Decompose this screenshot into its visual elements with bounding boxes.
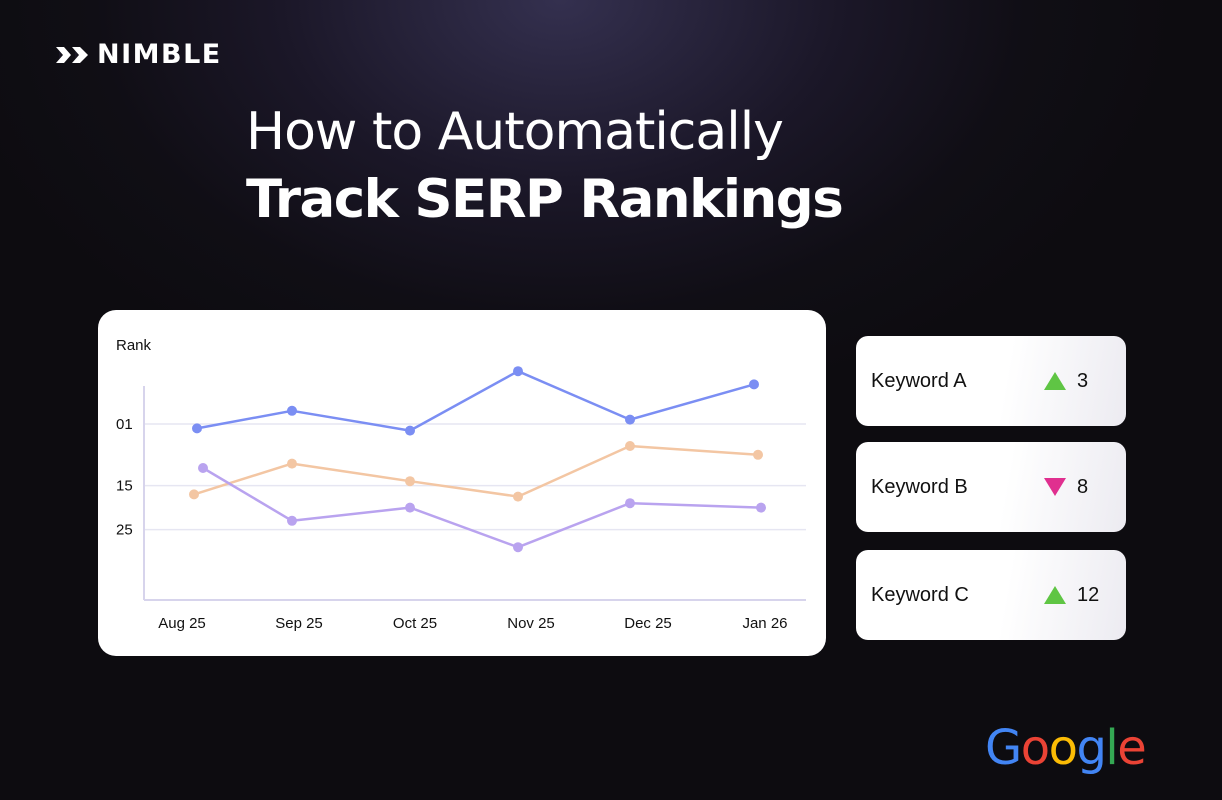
google-letter: e (1117, 720, 1147, 776)
series-line-1 (196, 369, 755, 432)
y-axis-label: Rank (116, 337, 152, 354)
y-tick-label: 15 (116, 478, 133, 495)
google-letter: o (1020, 720, 1050, 776)
x-tick-label: Jan 26 (742, 615, 787, 632)
rank-change-value: 8 (1077, 475, 1089, 498)
data-point (749, 379, 759, 390)
x-tick-label: Nov 25 (507, 615, 555, 632)
rank-line-chart: Rank 01 15 25 Aug 25 Sep 25 Oct 25 Nov 25 Dec 25… (116, 337, 806, 632)
rank-up-arrow-icon (1044, 586, 1066, 604)
keyword-label: Keyword C (871, 583, 969, 606)
rank-up-arrow-icon (1044, 372, 1066, 390)
title-line-2: Track SERP Rankings (246, 169, 844, 230)
series-line-2 (193, 444, 759, 498)
x-tick-label: Sep 25 (275, 615, 323, 632)
data-point (625, 498, 635, 509)
google-logo: Google (985, 718, 1147, 778)
data-point (405, 502, 415, 513)
data-point (625, 441, 635, 451)
data-point (625, 414, 635, 425)
rank-down-arrow-icon (1044, 478, 1066, 496)
rank-change-value: 12 (1077, 583, 1100, 606)
data-point (513, 366, 523, 377)
x-tick-label: Dec 25 (624, 615, 672, 632)
keyword-label: Keyword A (871, 369, 967, 392)
data-point (287, 515, 297, 526)
data-point (198, 463, 208, 473)
data-point (756, 502, 766, 513)
data-point (287, 458, 297, 469)
keyword-card-c: Keyword C 12 (856, 550, 1126, 640)
title-line-1: How to Automatically (246, 102, 784, 162)
data-point (287, 405, 297, 416)
keyword-label: Keyword B (871, 475, 968, 498)
rank-chart-card: Rank 01 15 25 Aug 25 Sep 25 Oct 25 Nov 25 Dec 25… (98, 310, 826, 656)
data-point (189, 489, 199, 500)
brand-name: NIMBLE (97, 39, 222, 70)
y-tick-label: 25 (116, 522, 133, 539)
x-tick-label: Oct 25 (393, 615, 437, 632)
data-point (513, 491, 523, 502)
y-tick-label: 01 (116, 416, 133, 433)
keyword-card-b: Keyword B 8 (856, 442, 1126, 532)
data-point (192, 423, 202, 434)
google-letter: l (1105, 720, 1118, 776)
data-point (753, 449, 763, 460)
data-point (513, 542, 523, 553)
google-letter: o (1048, 720, 1078, 776)
google-letter: g (1076, 720, 1106, 776)
keyword-card-a: Keyword A 3 (856, 336, 1126, 426)
google-letter: G (985, 720, 1022, 776)
data-point (405, 476, 415, 487)
rank-change-value: 3 (1077, 369, 1089, 392)
series-line-3 (202, 466, 762, 549)
x-tick-label: Aug 25 (158, 615, 206, 632)
nimble-logo-icon (56, 47, 88, 63)
brand-logo: NIMBLE (55, 40, 222, 70)
data-point (405, 425, 415, 436)
page-title: How to Automatically Track SERP Rankings (246, 98, 844, 234)
